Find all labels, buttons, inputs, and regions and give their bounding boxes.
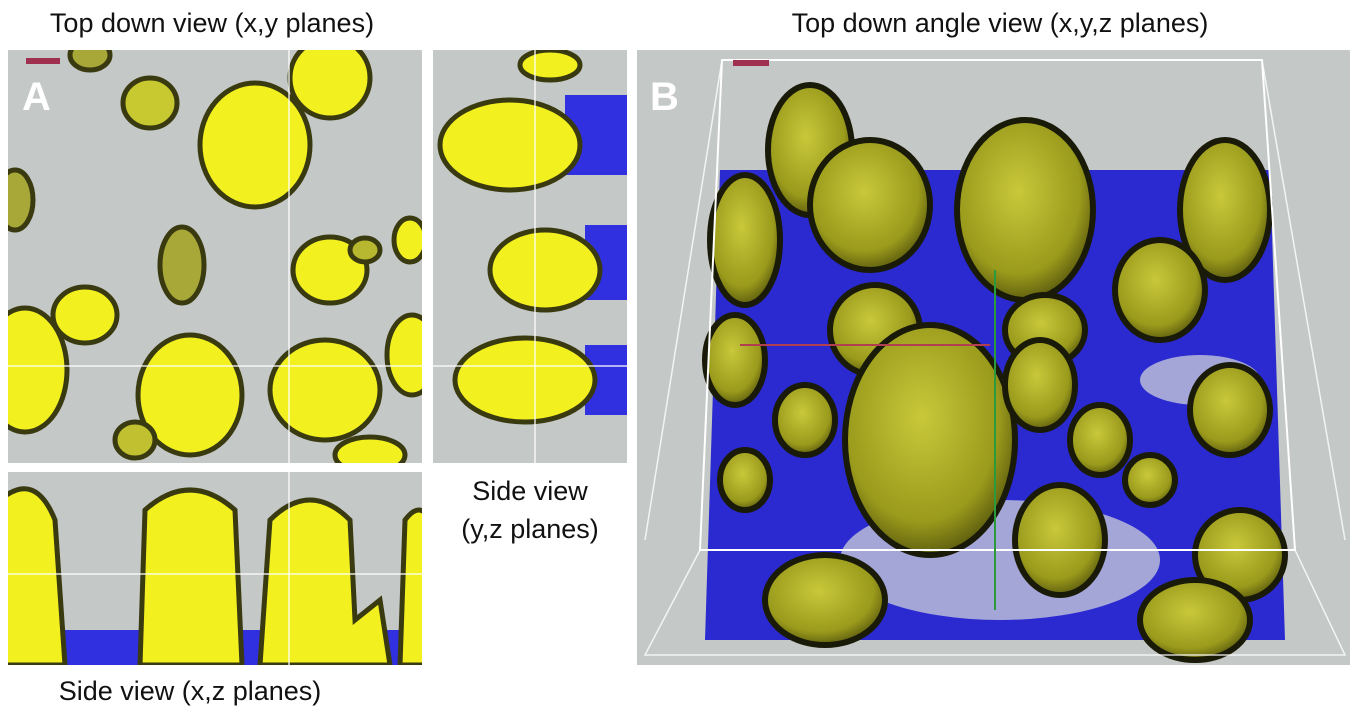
panel-a-label: A [22, 75, 51, 119]
yz-view [433, 50, 635, 463]
xy-view [0, 38, 437, 473]
panel-b-title: Top down angle view (x,y,z planes) [792, 8, 1209, 38]
panel-b-label: B [650, 75, 679, 119]
xz-caption: Side view (x,z planes) [59, 676, 322, 706]
xz-view [0, 472, 430, 665]
panel-a-title: Top down view (x,y planes) [50, 8, 374, 38]
yz-caption: (y,z planes) [461, 514, 599, 544]
yz-caption: Side view [472, 476, 588, 506]
xyz-view [637, 50, 1350, 665]
figure: Top down view (x,y planes) Top down angl… [0, 0, 1358, 710]
